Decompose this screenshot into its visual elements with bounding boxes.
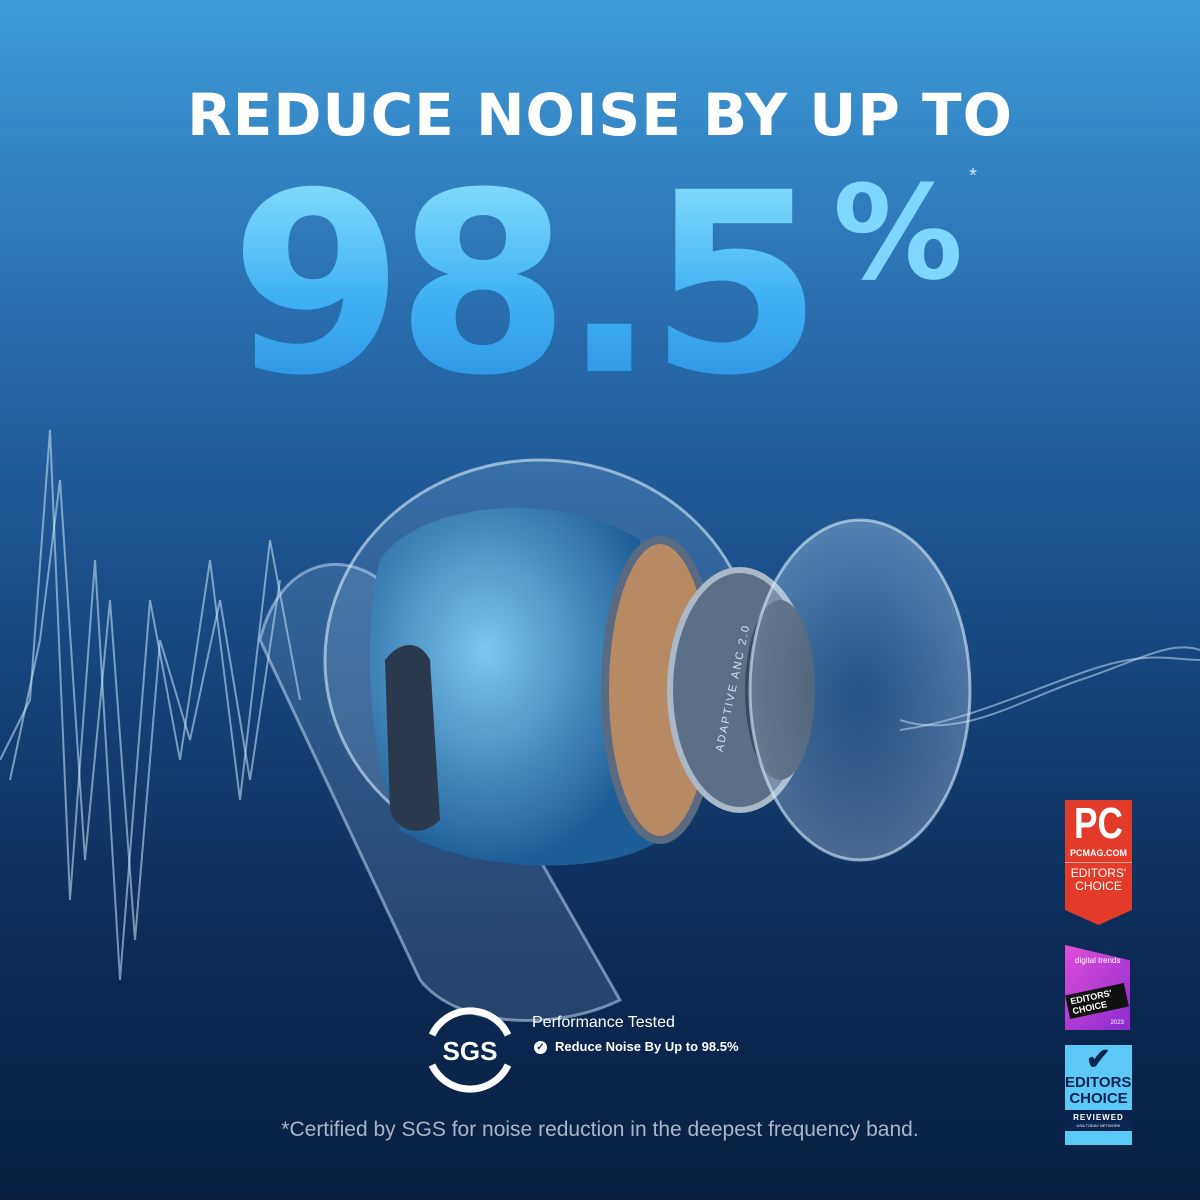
ear-tip xyxy=(748,518,972,862)
sgs-logo: SGS xyxy=(428,1007,512,1093)
sound-wave-left xyxy=(0,429,301,981)
big-stat: 98.5 % * xyxy=(230,160,977,410)
reviewed-editors-choice-badge: ✔ EDITORS' CHOICE REVIEWED USA TODAY NET… xyxy=(1065,1043,1135,1145)
earbud-body xyxy=(369,507,660,866)
check-circle-icon: ✓ xyxy=(534,1040,547,1054)
big-number: 98.5 xyxy=(230,139,823,430)
certification-claim: ✓ Reduce Noise By Up to 98.5% xyxy=(534,1039,739,1054)
digital-trends-editors-choice-badge: digital trends EDITORS' CHOICE 2023 xyxy=(1065,945,1130,1030)
footnote: *Certified by SGS for noise reduction in… xyxy=(281,1118,919,1141)
claim-text: Reduce Noise By Up to 98.5% xyxy=(555,1039,739,1054)
headline: REDUCE NOISE BY UP TO xyxy=(187,81,1013,149)
svg-text:SGS: SGS xyxy=(443,1036,498,1066)
certification-title: Performance Tested xyxy=(532,1014,675,1031)
pcmag-editors-choice-badge: PC PCMAG.COM EDITORS' CHOICE xyxy=(1065,800,1132,925)
asterisk: * xyxy=(969,165,977,187)
checkmark-icon: ✔ xyxy=(1085,1043,1112,1076)
percent-sign: % xyxy=(832,157,964,309)
